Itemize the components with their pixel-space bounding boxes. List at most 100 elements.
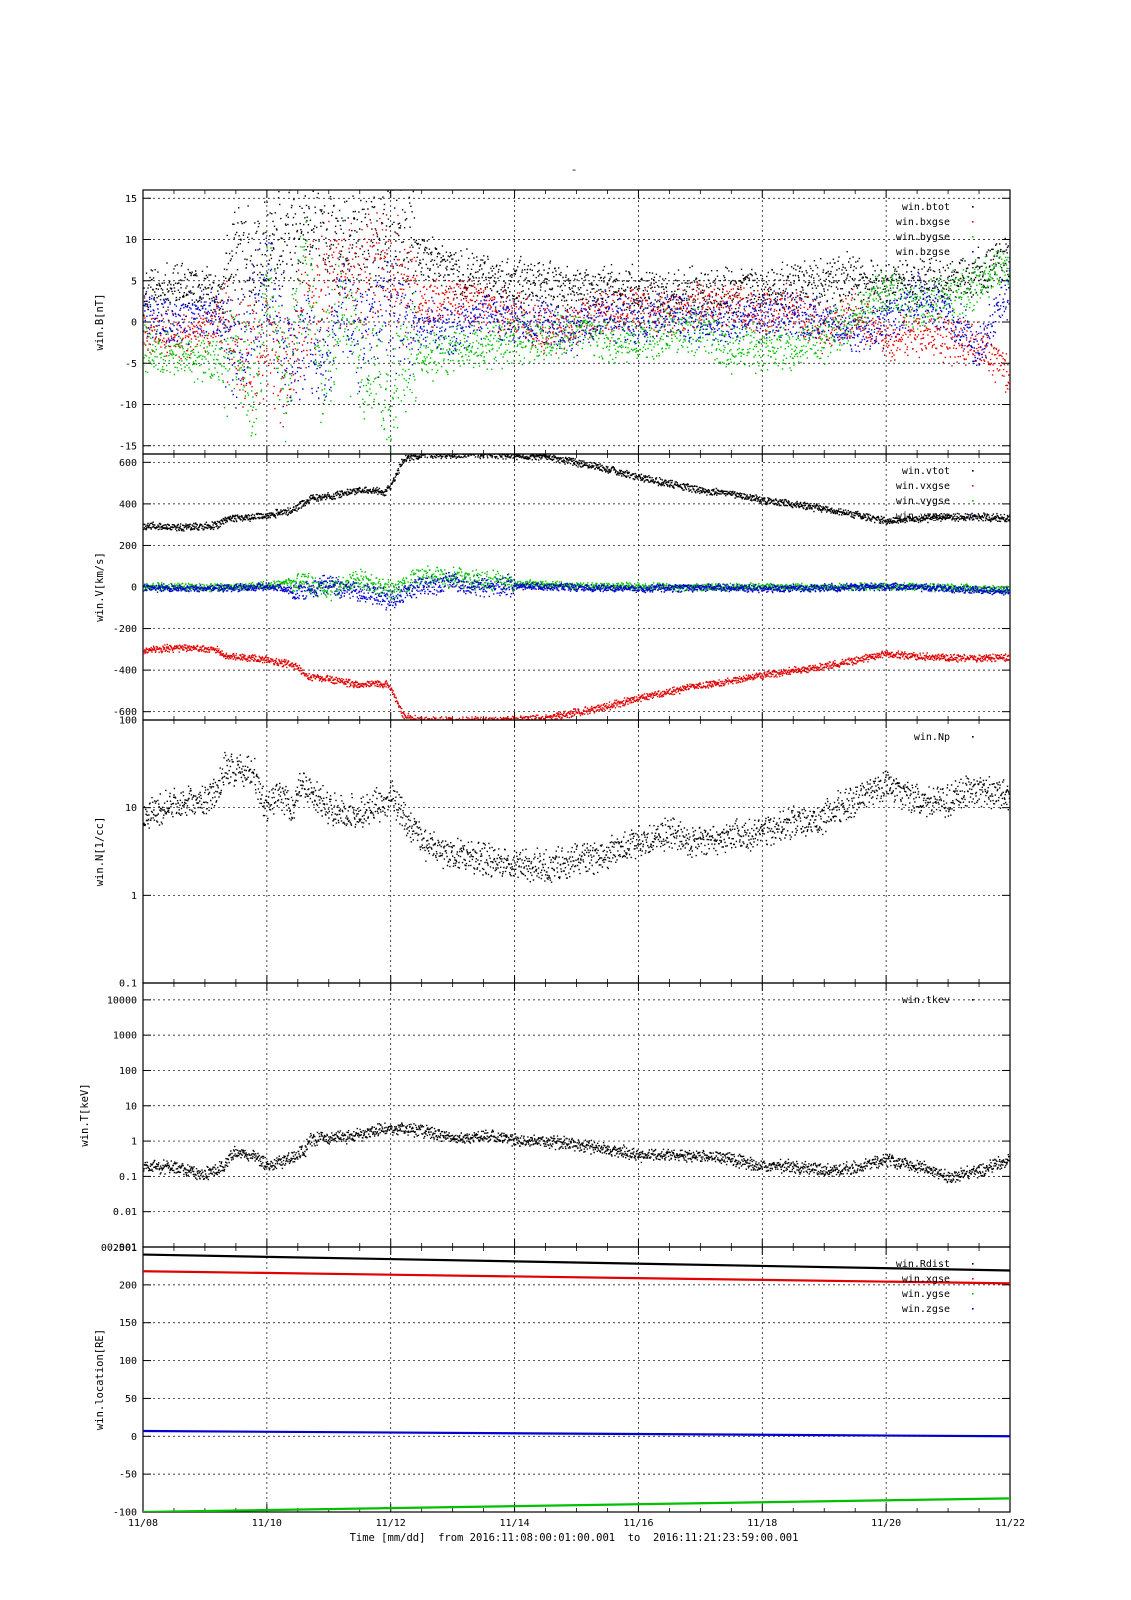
series-win-Np bbox=[143, 751, 1010, 883]
x-tick-label: 11/10 bbox=[252, 1518, 282, 1529]
data-area bbox=[143, 1122, 1010, 1184]
series-win-bzgse bbox=[143, 237, 1010, 409]
data-area bbox=[143, 454, 1010, 720]
y-tick-label: -600 bbox=[113, 707, 137, 718]
legend-marker bbox=[972, 1263, 974, 1265]
series-win-xgse bbox=[143, 1270, 1010, 1285]
series-points bbox=[143, 565, 1010, 602]
y-tick-label: 10 bbox=[125, 1101, 137, 1112]
y-tick-label: 10 bbox=[125, 235, 137, 246]
data-area bbox=[143, 751, 1010, 883]
series-win-vzgse bbox=[143, 572, 1010, 611]
y-tick-label: -10 bbox=[119, 400, 137, 411]
series-points bbox=[143, 643, 1010, 720]
y-tick-label: 100 bbox=[119, 1356, 137, 1367]
series-win-vygse bbox=[143, 565, 1010, 602]
series-points bbox=[143, 1122, 1010, 1184]
y-tick-label: 15 bbox=[125, 194, 137, 205]
y-tick-label: 1 bbox=[131, 891, 137, 902]
series-line bbox=[143, 1253, 1010, 1272]
series-points bbox=[143, 221, 1010, 452]
legend-marker bbox=[972, 999, 974, 1001]
data-area bbox=[143, 190, 1010, 452]
y-tick-label: 0.1 bbox=[119, 979, 137, 990]
legend: win.Np bbox=[914, 732, 974, 743]
y-axis-label: win.T[keV] bbox=[79, 1083, 91, 1146]
legend-marker bbox=[972, 1308, 974, 1310]
y-tick-label: 400 bbox=[119, 499, 137, 510]
legend-label: win.Np bbox=[914, 732, 950, 743]
legend-label: win.bxgse bbox=[896, 217, 950, 228]
legend-marker bbox=[972, 470, 974, 472]
panel-5: -100 -50 0 50 100 150 200 0.2501 win.location[RE… bbox=[94, 1243, 1011, 1519]
x-tick-label: 11/22 bbox=[995, 1518, 1025, 1529]
x-tick-label: 11/14 bbox=[500, 1518, 530, 1529]
legend-label: win.zgse bbox=[902, 1304, 950, 1315]
y-tick-label: 10000 bbox=[107, 995, 137, 1006]
legend: win.btot win.bxgse win.bygse win.bzgse bbox=[896, 202, 974, 258]
legend-marker bbox=[972, 221, 974, 223]
legend-label: win.vtot bbox=[902, 466, 950, 477]
series-line bbox=[143, 1429, 1010, 1438]
y-tick-label: 0.1 bbox=[119, 1172, 137, 1183]
panel-4: 0.001 0.01 0.1 1 10 100 1000 10000 win.T[keV] win… bbox=[79, 982, 1011, 1254]
legend: win.vtot win.vxgse win.vygse win.vzgse bbox=[896, 466, 974, 522]
legend: win.tkev bbox=[902, 995, 974, 1006]
series-line bbox=[143, 1497, 1010, 1512]
x-tick-label: 11/20 bbox=[871, 1518, 901, 1529]
panel-frame bbox=[142, 982, 1011, 1248]
series-points bbox=[143, 237, 1010, 409]
y-tick-label: 5 bbox=[131, 276, 137, 287]
y-tick-label: 1 bbox=[131, 1137, 137, 1148]
panel-1: -15 -10 -5 0 5 10 15 win.B[nT] win.btot win.bxgse… bbox=[94, 189, 1011, 455]
y-tick-label: 0.01 bbox=[113, 1207, 137, 1218]
x-tick-label: 11/18 bbox=[747, 1518, 777, 1529]
panel-2: -600 -400 -200 0 200 400 600 win.V[km/s] win.vto… bbox=[94, 453, 1011, 721]
x-tick-label: 11/08 bbox=[128, 1518, 158, 1529]
legend-marker bbox=[972, 500, 974, 502]
y-tick-label: -400 bbox=[113, 666, 137, 677]
series-win-zgse bbox=[143, 1429, 1010, 1438]
y-tick-label: 0 bbox=[131, 318, 137, 329]
y-tick-label: 10 bbox=[125, 803, 137, 814]
data-area bbox=[143, 1253, 1010, 1512]
y-axis-label: win.B[nT] bbox=[94, 294, 106, 351]
legend-label: win.bygse bbox=[896, 232, 950, 243]
legend-marker bbox=[972, 206, 974, 208]
y-tick-label: -100 bbox=[113, 1508, 137, 1519]
y-tick-label: 600 bbox=[119, 458, 137, 469]
series-win-bygse bbox=[143, 221, 1010, 452]
series-win-ygse bbox=[143, 1497, 1010, 1512]
y-axis-label: win.location[RE] bbox=[94, 1329, 106, 1430]
y-tick-label: 50 bbox=[125, 1394, 137, 1405]
legend-label: win.vxgse bbox=[896, 481, 950, 492]
y-tick-label: 100 bbox=[119, 716, 137, 727]
legend-marker bbox=[972, 1293, 974, 1295]
figure-title: - bbox=[571, 163, 578, 176]
y-tick-label: -200 bbox=[113, 624, 137, 635]
y-axis-label: win.V[km/s] bbox=[94, 552, 106, 622]
legend-marker bbox=[972, 736, 974, 738]
series-points bbox=[143, 751, 1010, 883]
y-tick-label: 200 bbox=[119, 541, 137, 552]
x-axis-label: Time [mm/dd] from 2016:11:08:00:01:00.00… bbox=[350, 1532, 799, 1544]
y-tick-label: -50 bbox=[119, 1470, 137, 1481]
panels: -15-10-5051015win.B[nT]win.btotwin.bxgse… bbox=[79, 189, 1025, 1529]
x-tick-label: 11/16 bbox=[623, 1518, 653, 1529]
y-tick-label: -15 bbox=[119, 441, 137, 452]
legend-label: win.Rdist bbox=[896, 1259, 950, 1270]
series-points bbox=[143, 572, 1010, 611]
legend-label: win.tkev bbox=[902, 995, 950, 1006]
legend-marker bbox=[972, 1278, 974, 1280]
legend-label: win.btot bbox=[902, 202, 950, 213]
panel-frame bbox=[142, 719, 1011, 984]
legend-marker bbox=[972, 251, 974, 253]
y-tick-label: 1000 bbox=[113, 1031, 137, 1042]
y-tick-label: 100 bbox=[119, 1066, 137, 1077]
y-tick-label: 200 bbox=[119, 1280, 137, 1291]
series-win-tkev bbox=[143, 1122, 1010, 1184]
y-tick-label: -5 bbox=[125, 359, 137, 370]
y-tick-label: 150 bbox=[119, 1318, 137, 1329]
series-line bbox=[143, 1270, 1010, 1285]
